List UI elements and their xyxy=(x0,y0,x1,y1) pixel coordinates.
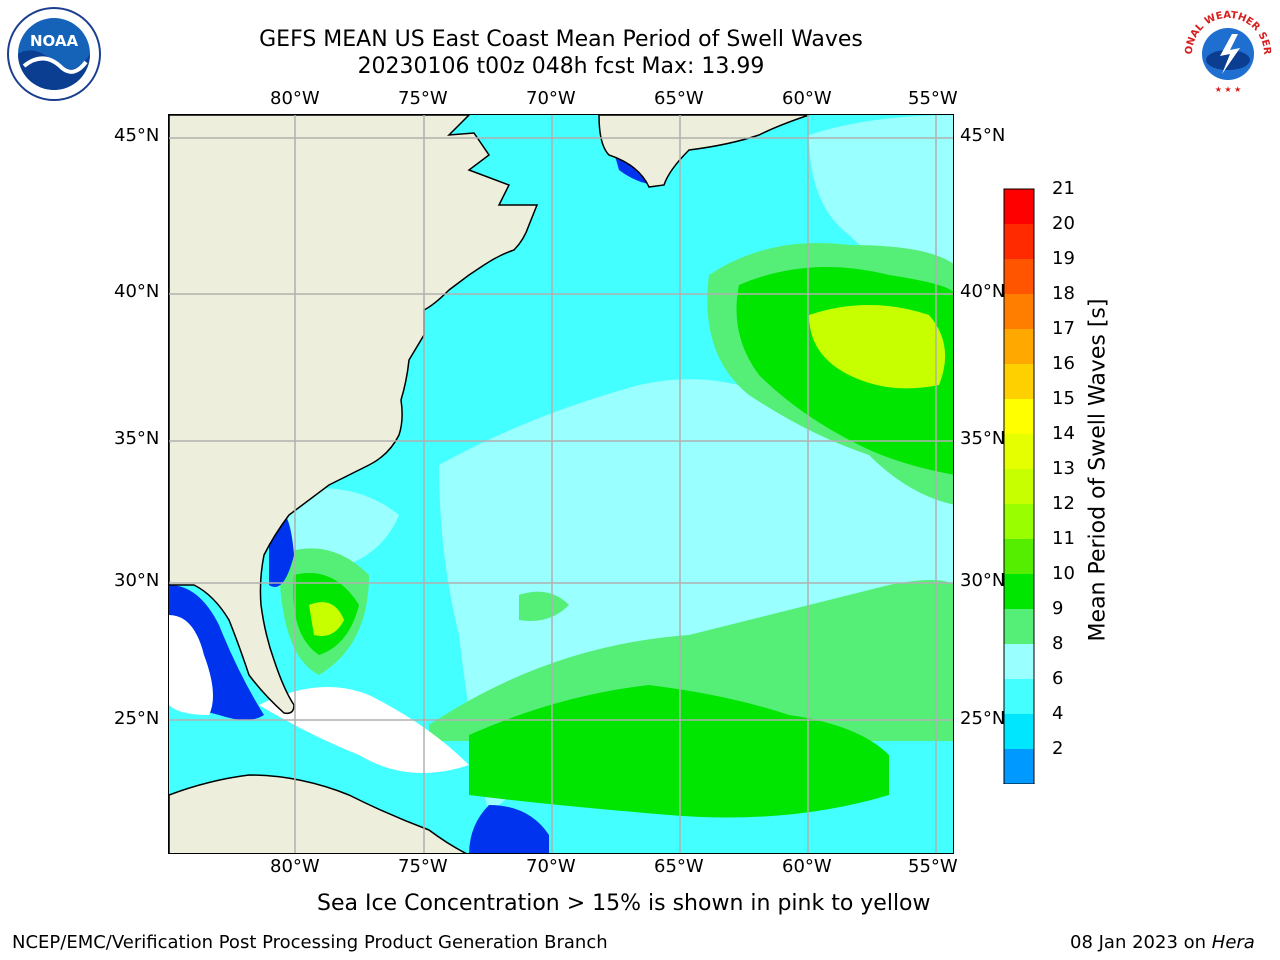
colorbar-tick-label: 9 xyxy=(1052,598,1064,619)
colorbar-segment xyxy=(1004,714,1034,749)
lat-label-left: 45°N xyxy=(114,125,160,146)
colorbar xyxy=(1002,188,1036,814)
colorbar-tick-label: 15 xyxy=(1052,388,1075,409)
colorbar-tick-label: 16 xyxy=(1052,353,1075,374)
lat-label-left: 40°N xyxy=(114,281,160,302)
colorbar-tick-label: 18 xyxy=(1052,283,1075,304)
machine-name: Hera xyxy=(1211,932,1255,953)
lon-label-top: 65°W xyxy=(654,88,704,109)
lat-label-right: 40°N xyxy=(960,281,1006,302)
lat-label-right: 35°N xyxy=(960,428,1006,449)
colorbar-segment xyxy=(1004,189,1034,224)
colorbar-tick-label: 6 xyxy=(1052,668,1064,689)
colorbar-segment xyxy=(1004,574,1034,609)
svg-text:★ ★ ★: ★ ★ ★ xyxy=(1215,85,1242,94)
lon-label-top: 70°W xyxy=(526,88,576,109)
colorbar-tick-label: 10 xyxy=(1052,563,1075,584)
colorbar-segment xyxy=(1004,434,1034,469)
colorbar-segment xyxy=(1004,679,1034,714)
colorbar-segment xyxy=(1004,749,1034,784)
run-date: 08 Jan 2023 on xyxy=(1070,932,1207,953)
colorbar-tick-label: 14 xyxy=(1052,423,1075,444)
noaa-logo-text: NOAA xyxy=(30,32,79,50)
lat-label-right: 45°N xyxy=(960,125,1006,146)
lon-label-top: 80°W xyxy=(270,88,320,109)
chart-subtitle: 20230106 t00z 048h fcst Max: 13.99 xyxy=(357,54,765,79)
colorbar-label: Mean Period of Swell Waves [s] xyxy=(1085,298,1111,642)
lon-label-bottom: 70°W xyxy=(526,856,576,877)
swell-band-12-13 xyxy=(309,305,946,636)
map-panel xyxy=(168,114,954,854)
colorbar-segment xyxy=(1004,504,1034,539)
lat-label-left: 25°N xyxy=(114,708,160,729)
chart-title: GEFS MEAN US East Coast Mean Period of S… xyxy=(259,27,863,52)
lat-label-right: 25°N xyxy=(960,708,1006,729)
colorbar-segment xyxy=(1004,294,1034,329)
colorbar-tick-label: 11 xyxy=(1052,528,1075,549)
colorbar-tick-label: 21 xyxy=(1052,178,1075,199)
colorbar-segment xyxy=(1004,644,1034,679)
lon-label-top: 75°W xyxy=(398,88,448,109)
colorbar-segment xyxy=(1004,364,1034,399)
colorbar-tick-label: 17 xyxy=(1052,318,1075,339)
colorbar-tick-label: 13 xyxy=(1052,458,1075,479)
lon-label-top: 55°W xyxy=(908,88,958,109)
colorbar-tick-label: 2 xyxy=(1052,738,1064,759)
colorbar-segment xyxy=(1004,329,1034,364)
colorbar-segment xyxy=(1004,399,1034,434)
colorbar-segment xyxy=(1004,539,1034,574)
colorbar-segment xyxy=(1004,259,1034,294)
land-canada xyxy=(598,115,810,188)
graticule xyxy=(169,115,953,853)
colorbar-segment xyxy=(1004,609,1034,644)
land-cuba xyxy=(169,774,467,853)
lon-label-bottom: 65°W xyxy=(654,856,704,877)
lon-label-bottom: 55°W xyxy=(908,856,958,877)
colorbar-tick-label: 20 xyxy=(1052,213,1075,234)
lon-label-bottom: 75°W xyxy=(398,856,448,877)
colorbar-tick-label: 19 xyxy=(1052,248,1075,269)
lat-label-left: 30°N xyxy=(114,570,160,591)
colorbar-tick-label: 8 xyxy=(1052,633,1064,654)
lat-label-left: 35°N xyxy=(114,428,160,449)
lat-label-right: 30°N xyxy=(960,570,1006,591)
sea-ice-note: Sea Ice Concentration > 15% is shown in … xyxy=(317,891,931,916)
lon-label-bottom: 60°W xyxy=(782,856,832,877)
colorbar-tick-label: 4 xyxy=(1052,703,1064,724)
land-us xyxy=(169,115,539,715)
credit-text: NCEP/EMC/Verification Post Processing Pr… xyxy=(12,932,608,953)
colorbar-tick-label: 12 xyxy=(1052,493,1075,514)
noaa-logo: NOAA xyxy=(4,6,104,106)
nws-logo: NATIONAL WEATHER SERVICE ★ ★ ★ xyxy=(1176,0,1276,104)
lon-label-bottom: 80°W xyxy=(270,856,320,877)
colorbar-segment xyxy=(1004,224,1034,259)
colorbar-segment xyxy=(1004,469,1034,504)
run-date-text: 08 Jan 2023 on Hera xyxy=(1070,932,1255,954)
lon-label-top: 60°W xyxy=(782,88,832,109)
